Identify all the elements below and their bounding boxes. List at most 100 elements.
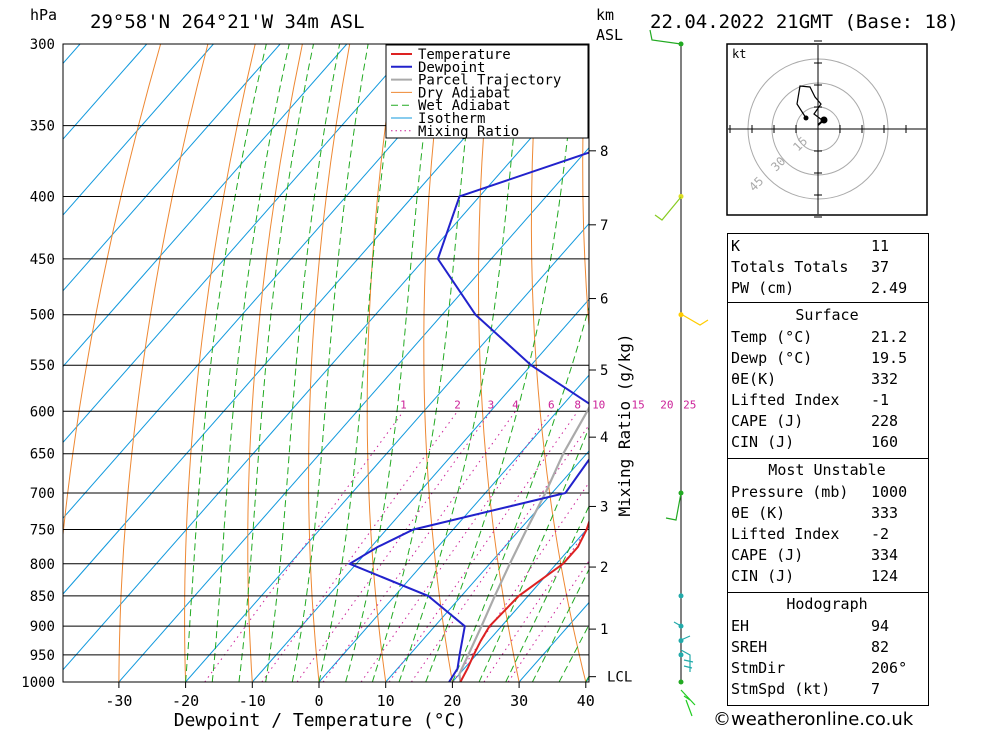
stat-label: θE (K) (731, 504, 786, 522)
stat-row: StmDir 206° (727, 658, 985, 679)
stat-row: Pressure (mb) 1000 (727, 482, 985, 503)
stat-label: Lifted Index (731, 525, 840, 543)
isotherm-line (63, 44, 148, 140)
dry-adiabat (63, 44, 162, 540)
stat-value: 21.2 (871, 328, 908, 346)
stat-value: 1000 (871, 483, 908, 501)
plot-frame (62, 43, 590, 683)
asl-label: ASL (596, 26, 623, 44)
x-tick-label: -30 (105, 692, 132, 710)
pressure-tick-label: 950 (30, 648, 55, 664)
legend-label: Dewpoint (418, 60, 485, 76)
credit-text: ©weatheronline.co.uk (713, 709, 914, 730)
legend-label: Dry Adiabat (418, 85, 511, 101)
km-tick-label: LCL (607, 670, 632, 686)
mixing-ratio-line (204, 411, 404, 682)
mixing-ratio-line (322, 411, 516, 682)
hpa-label: hPa (30, 6, 57, 24)
legend-label: Isotherm (418, 111, 485, 127)
x-tick-label: 20 (443, 692, 461, 710)
stat-label: CIN (J) (731, 433, 795, 451)
km-tick-label: 6 (600, 292, 608, 308)
mixing-ratio-label: 4 (512, 398, 519, 411)
pressure-tick-label: 450 (30, 252, 55, 268)
stat-value: 228 (871, 412, 899, 430)
x-tick-label: -10 (239, 692, 266, 710)
mixing-ratio-line (296, 411, 492, 682)
stat-row: Lifted Index -2 (727, 524, 985, 545)
legend-label: Wet Adiabat (418, 98, 511, 114)
stat-row: EH 94 (727, 616, 985, 637)
hodograph-trace (796, 85, 823, 121)
mixing-ratio-label: 3 (488, 398, 495, 411)
mixing-ratio-label: 2 (454, 398, 461, 411)
stat-row: SREH 82 (727, 637, 985, 658)
wind-level-dot (678, 679, 684, 685)
pressure-tick-label: 800 (30, 557, 55, 573)
legend-label: Parcel Trajectory (418, 73, 561, 89)
dry-adiabat (247, 44, 303, 682)
index-value: 11 (871, 237, 890, 255)
stat-label: SREH (731, 638, 768, 656)
pressure-tick-label: 400 (30, 189, 55, 205)
mixing-ratio-labels: 1 2 3 4 6 8 10 15 20 25 (400, 398, 696, 411)
wet-adiabat (291, 44, 369, 682)
mixing-ratio-label: 20 (660, 398, 673, 411)
wet-adiabat (238, 44, 314, 682)
isotherm-line (63, 44, 481, 519)
wet-adiabat (478, 426, 589, 682)
km-tick-label: 2 (600, 560, 608, 576)
hodograph-stats-box (727, 592, 929, 706)
mixing-ratio-label: 1 (400, 398, 407, 411)
stat-value: 332 (871, 370, 899, 388)
stat-row: Dewp (°C) 19.5 (727, 348, 985, 369)
datetime-title: 22.04.2022 21GMT (Base: 18) (650, 11, 959, 33)
index-label: Totals Totals (731, 258, 849, 276)
isotherm-line (63, 44, 214, 216)
pressure-tick-label: 750 (30, 523, 55, 539)
stat-label: EH (731, 617, 750, 635)
wet-adiabat (265, 44, 341, 682)
mixing-ratio-label: 6 (548, 398, 555, 411)
wind-barb (649, 29, 682, 45)
index-row: Totals Totals 37 (727, 257, 985, 278)
stat-row: CIN (J) 160 (727, 432, 985, 453)
temperature-axis: -30 -20 -10 0 10 20 30 40 (105, 682, 595, 710)
wet-adiabat (425, 44, 578, 682)
wind-level-dot (678, 652, 684, 658)
temperature-curve (459, 519, 589, 682)
stat-label: CAPE (J) (731, 412, 804, 430)
stat-row: CIN (J) 124 (727, 566, 985, 587)
dry-adiabat (184, 44, 256, 682)
pressure-axis: 300 350 400 450 500 550 600 650 700 750 800 850 900 9… (21, 37, 55, 691)
stat-row: θE (K) 333 (727, 503, 985, 524)
pressure-tick-label: 700 (30, 486, 55, 502)
legend-label: Mixing Ratio (418, 124, 519, 140)
hodograph-point (803, 115, 809, 121)
stat-value: 160 (871, 433, 899, 451)
stat-row: CAPE (J) 228 (727, 411, 985, 432)
x-tick-label: 10 (377, 692, 395, 710)
indices-table: K 11 Totals Totals 37 PW (cm) 2.49 (727, 236, 985, 299)
km-label: km (596, 6, 614, 24)
legend-label: Temperature (418, 47, 511, 63)
pressure-tick-label: 650 (30, 447, 55, 463)
pressure-tick-label: 500 (30, 308, 55, 324)
km-tick-label: 7 (600, 218, 608, 234)
hodograph-stats-table: EH 94 SREH 82 StmDir 206° StmSpd (kt) 7 (727, 616, 985, 700)
legend-box (385, 44, 589, 139)
stat-label: Pressure (mb) (731, 483, 849, 501)
right-axis-label: Mixing Ratio (g/kg) (615, 333, 634, 516)
index-label: K (731, 237, 741, 255)
isotherm-line (318, 374, 589, 682)
dry-adiabat (530, 44, 587, 682)
wind-barb (673, 621, 691, 641)
pressure-tick-label: 550 (30, 358, 55, 374)
stat-value: 19.5 (871, 349, 908, 367)
wind-level-dot (678, 593, 684, 599)
hodograph-arrow (817, 117, 827, 126)
kt-label: kt (732, 47, 746, 61)
mixing-ratio-line (388, 411, 579, 682)
stat-row: StmSpd (kt) 7 (727, 679, 985, 700)
